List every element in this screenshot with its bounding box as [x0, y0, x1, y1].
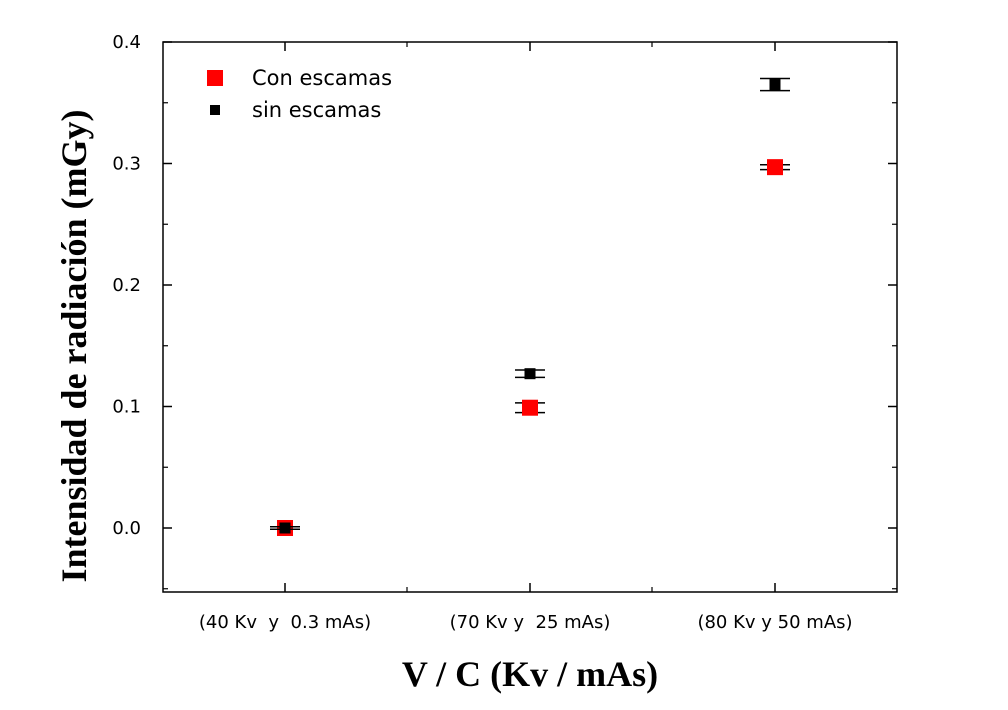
y-axis-ticks: 0.0 0.1 0.2 0.3 0.4	[112, 32, 897, 590]
legend: Con escamas sin escamas	[207, 66, 392, 122]
y-tick-label: 0.0	[112, 518, 141, 539]
legend-label: Con escamas	[252, 66, 392, 90]
plot-frame	[162, 41, 898, 593]
legend-marker	[210, 105, 220, 115]
data-markers	[270, 77, 790, 536]
data-point-sin-escamas	[524, 368, 536, 380]
y-tick-label: 0.4	[112, 32, 141, 53]
x-tick-label: (40 Kv y 0.3 mAs)	[199, 612, 371, 633]
y-axis-title: Intensidad de radiación (mGy)	[54, 109, 94, 582]
legend-marker	[207, 70, 223, 86]
x-axis-title: V / C (Kv / mAs)	[402, 654, 658, 694]
data-point-sin-escamas	[769, 79, 781, 91]
data-point-con-escamas	[522, 399, 538, 416]
y-tick-label: 0.1	[112, 397, 141, 418]
x-tick-label: (80 Kv y 50 mAs)	[697, 612, 852, 633]
y-tick-label: 0.2	[112, 275, 141, 296]
data-point-con-escamas	[767, 159, 783, 176]
x-tick-label: (70 Kv y 25 mAs)	[450, 612, 611, 633]
plot-border	[162, 41, 898, 593]
x-axis-ticks: (40 Kv y 0.3 mAs) (70 Kv y 25 mAs) (80 Kv …	[199, 42, 853, 633]
legend-label: sin escamas	[252, 98, 381, 122]
y-tick-label: 0.3	[112, 154, 141, 175]
data-point-sin-escamas	[279, 522, 291, 534]
